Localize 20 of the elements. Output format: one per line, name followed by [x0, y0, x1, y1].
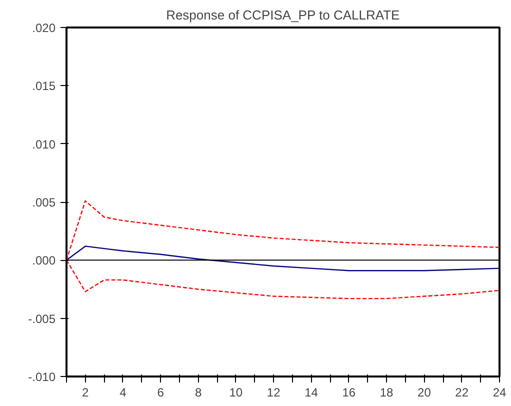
- x-tick-label: 10: [229, 386, 243, 400]
- x-tick-label: 14: [304, 386, 318, 400]
- x-tick-label: 4: [120, 386, 127, 400]
- x-tick-label: 12: [266, 386, 281, 400]
- x-tick-label: 6: [157, 386, 164, 400]
- x-tick-label: 22: [455, 386, 469, 400]
- y-tick-label: -.010: [28, 370, 56, 384]
- y-tick-label: .005: [32, 196, 56, 210]
- x-tick-label: 18: [380, 386, 394, 400]
- chart-title: Response of CCPISA_PP to CALLRATE: [166, 8, 400, 22]
- y-tick-label: .010: [32, 137, 56, 152]
- y-tick-label: -.005: [28, 312, 56, 326]
- x-tick-label: 8: [194, 386, 202, 400]
- x-tick-label: 24: [492, 386, 506, 400]
- x-tick-label: 16: [342, 386, 356, 400]
- x-tick-label: 20: [418, 386, 432, 400]
- y-tick-label: .015: [32, 79, 56, 94]
- x-tick-label: 2: [82, 386, 89, 400]
- y-tick-label: .020: [32, 21, 56, 35]
- y-tick-label: .000: [32, 254, 56, 268]
